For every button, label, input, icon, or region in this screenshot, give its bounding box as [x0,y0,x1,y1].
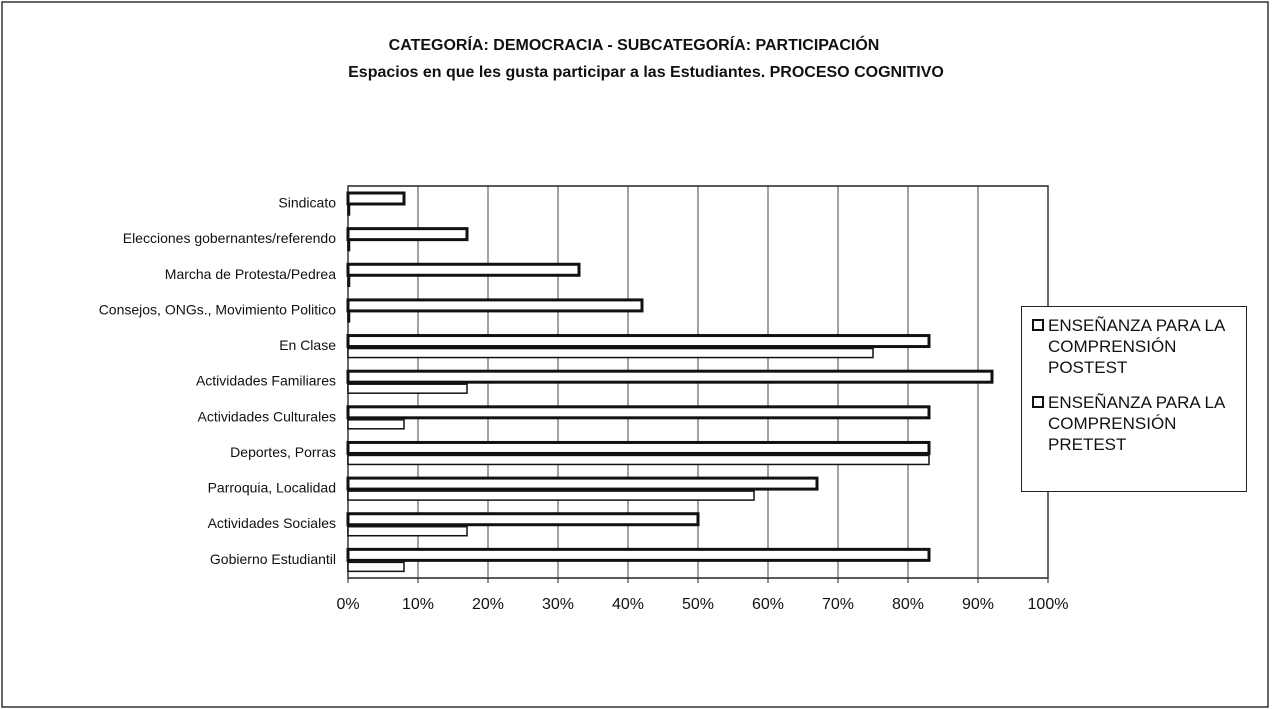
y-tick-label: Deportes, Porras [230,444,336,460]
y-tick-label: Sindicato [278,195,336,211]
legend: ENSEÑANZA PARA LA COMPRENSIÓN POSTEST ENS… [1021,306,1247,492]
legend-label: ENSEÑANZA PARA LA COMPRENSIÓN POSTEST [1048,316,1225,377]
y-tick-label: Actividades Familiares [196,373,336,389]
x-tick-label: 10% [402,596,434,613]
x-tick-label: 70% [822,596,854,613]
x-tick-label: 30% [542,596,574,613]
chart-subtitle: Espacios en que les gusta participar a l… [348,64,944,81]
y-tick-label: Consejos, ONGs., Movimiento Politico [99,301,337,317]
bar [346,191,406,206]
chart-title: CATEGORÍA: DEMOCRACIA - SUBCATEGORÍA: PA… [389,35,880,54]
bar [347,490,755,501]
x-tick-label: 50% [682,596,714,613]
x-tick-label: 0% [336,596,359,613]
bar [347,419,405,430]
bar [346,405,931,420]
bar [346,476,819,491]
x-tick-label: 40% [612,596,644,613]
y-tick-label: Elecciones gobernantes/referendo [123,230,336,246]
bar [346,440,931,455]
bar [347,276,351,288]
y-tick-label: Gobierno Estudiantil [210,551,336,567]
y-tick-label: Actividades Sociales [208,515,336,531]
legend-swatch [1032,319,1044,331]
y-tick-label: En Clase [279,337,336,353]
bar [346,227,469,242]
bar [347,525,468,537]
legend-swatch [1032,396,1044,408]
legend-item: ENSEÑANZA PARA LA COMPRENSIÓN PRETEST [1032,392,1240,455]
bar [347,347,874,359]
bar [347,561,405,573]
bar [346,262,581,277]
bar [347,312,351,323]
x-tick-label: 90% [962,596,994,613]
bar [346,298,644,313]
bar [346,512,700,527]
bar [347,240,351,252]
bar [346,369,994,384]
bar [347,454,930,466]
bar [346,334,931,349]
y-tick-label: Parroquia, Localidad [208,480,336,496]
legend-item: ENSEÑANZA PARA LA COMPRENSIÓN POSTEST [1032,315,1240,378]
legend-label: ENSEÑANZA PARA LA COMPRENSIÓN PRETEST [1048,393,1225,454]
x-tick-label: 60% [752,596,784,613]
bar [347,383,468,394]
x-tick-label: 20% [472,596,504,613]
y-tick-label: Marcha de Protesta/Pedrea [165,266,336,282]
y-tick-label: Actividades Culturales [197,408,336,424]
x-tick-label: 100% [1028,596,1069,613]
x-tick-label: 80% [892,596,924,613]
bar [346,547,931,562]
bar [347,205,351,216]
